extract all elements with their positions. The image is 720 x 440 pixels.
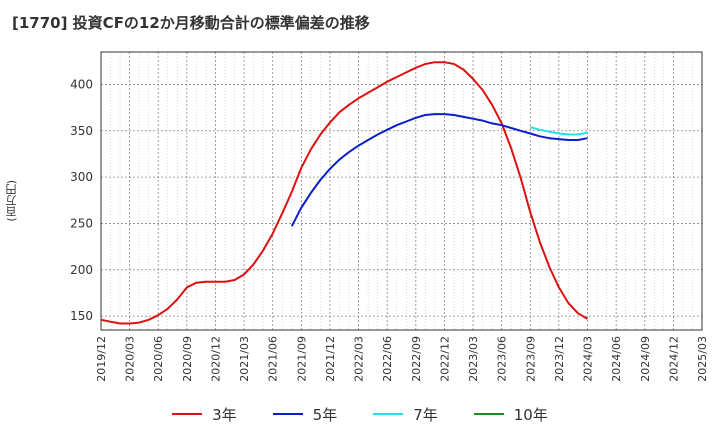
x-tick-label: 2021/03	[238, 336, 251, 382]
series-line-5年	[290, 113, 588, 227]
legend-swatch	[172, 413, 203, 415]
legend-label: 3年	[212, 405, 237, 424]
y-tick-label: 150	[70, 309, 93, 323]
x-tick-label: 2023/06	[496, 336, 509, 382]
x-tick-label: 2023/03	[467, 336, 480, 382]
x-tick-label: 2024/12	[667, 336, 680, 382]
x-tick-label: 2025/03	[696, 336, 709, 382]
series-line-3年	[100, 61, 589, 325]
x-tick-label: 2023/09	[524, 336, 537, 382]
legend-item: 7年	[373, 404, 438, 425]
plot-frame	[100, 51, 703, 331]
legend-label: 7年	[413, 405, 438, 424]
y-tick-label: 400	[70, 77, 93, 91]
x-tick-label: 2022/06	[381, 336, 394, 382]
x-tick-label: 2022/03	[353, 336, 366, 382]
x-tick-label: 2020/09	[181, 336, 194, 382]
y-tick-label: 200	[70, 263, 93, 277]
x-tick-label: 2024/03	[582, 336, 595, 382]
y-tick-label: 250	[70, 216, 93, 230]
legend-label: 10年	[513, 405, 548, 424]
legend-item: 5年	[272, 404, 338, 425]
legend-item: 3年	[172, 404, 237, 425]
legend-swatch	[272, 413, 303, 415]
x-tick-label: 2024/09	[639, 336, 652, 382]
x-tick-label: 2020/06	[152, 336, 165, 382]
x-tick-label: 2020/12	[209, 336, 222, 382]
x-tick-label: 2022/09	[410, 336, 423, 382]
x-tick-label: 2023/12	[553, 336, 566, 382]
legend-swatch	[373, 413, 404, 415]
chart-title: [1770] 投資CFの12か月移動合計の標準偏差の推移	[12, 14, 370, 32]
x-tick-label: 2021/09	[295, 336, 308, 382]
y-tick-label: 350	[70, 124, 93, 138]
x-tick-label: 2022/12	[438, 336, 451, 382]
legend-swatch	[473, 413, 504, 415]
chart-legend: 3年 5年 7年 10年	[0, 400, 720, 428]
legend-label: 5年	[312, 405, 338, 424]
x-tick-label: 2020/03	[124, 336, 137, 382]
x-tick-label: 2019/12	[95, 336, 108, 382]
y-tick-label: 300	[70, 170, 93, 184]
series-line-7年	[530, 126, 588, 136]
x-tick-label: 2024/06	[610, 336, 623, 382]
x-tick-label: 2021/06	[267, 336, 280, 382]
x-tick-label: 2021/12	[324, 336, 337, 382]
legend-item: 10年	[473, 404, 548, 425]
